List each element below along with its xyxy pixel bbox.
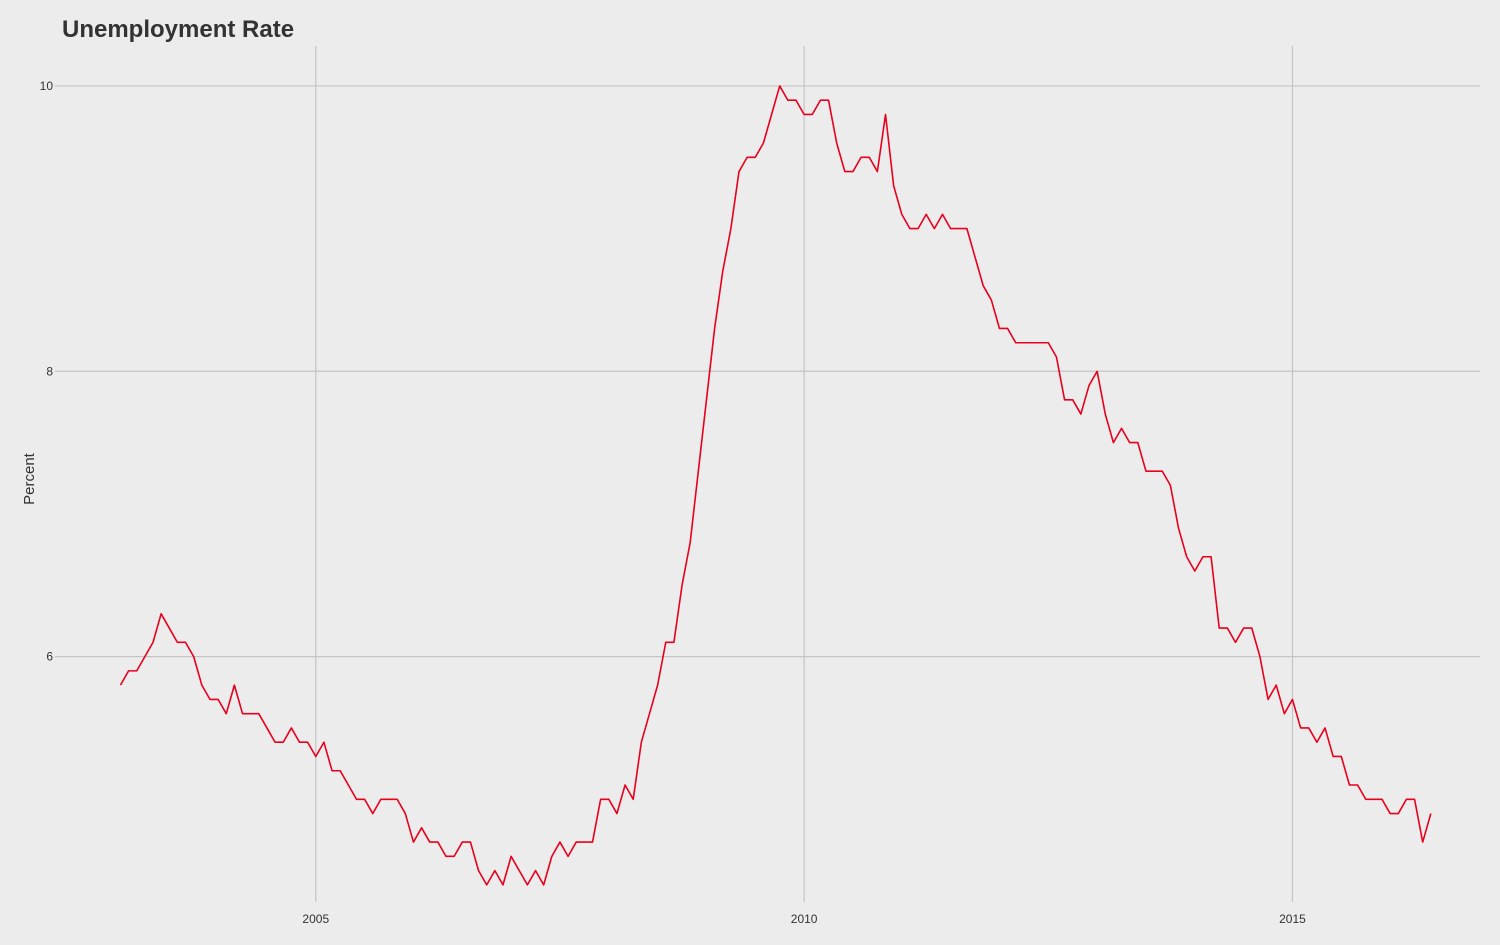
x-gridlines	[315, 46, 1294, 902]
y-gridlines	[55, 85, 1480, 658]
y-axis-label: Percent	[21, 452, 38, 505]
y-tick-label-6: 6	[46, 650, 53, 664]
y-tick-label-8: 8	[46, 364, 53, 378]
chart-title: Unemployment Rate	[62, 16, 294, 43]
series-layer	[119, 85, 1432, 886]
x-tick-label-2015: 2015	[1279, 912, 1306, 926]
y-tick-labels: 6 8 10	[40, 79, 54, 664]
x-tick-labels: 2005 2010 2015	[302, 912, 1306, 926]
y-tick-label-10: 10	[40, 79, 54, 93]
x-tick-label-2010: 2010	[791, 912, 818, 926]
series-line-unemployment-rate	[119, 85, 1432, 886]
x-tick-label-2005: 2005	[302, 912, 329, 926]
